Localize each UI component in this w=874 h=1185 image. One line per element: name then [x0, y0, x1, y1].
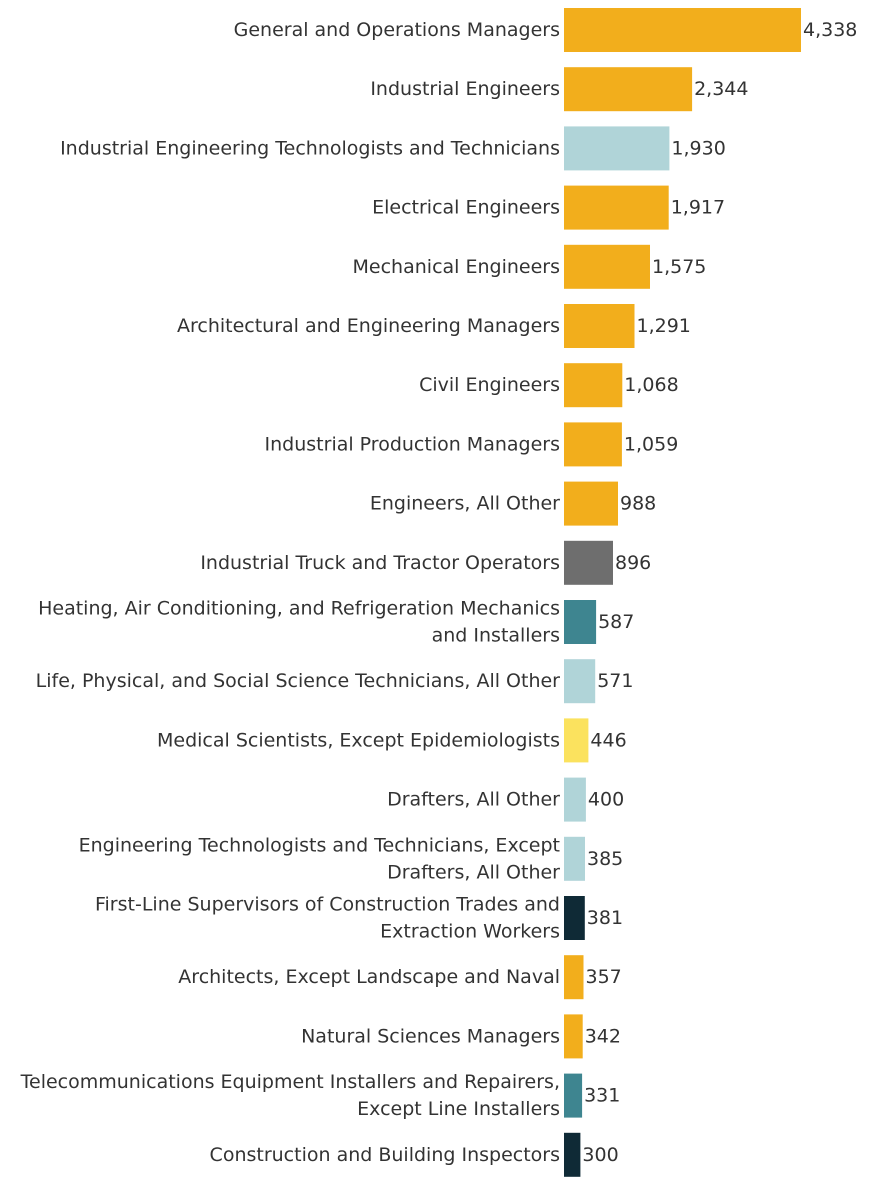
value-label: 400 — [588, 789, 624, 811]
value-label: 300 — [582, 1144, 618, 1166]
bar — [564, 1073, 583, 1118]
category-label: Heating, Air Conditioning, and Refrigera… — [38, 598, 560, 620]
value-label: 896 — [615, 552, 651, 574]
bar-row: 381 First-Line Supervisors of Constructio… — [95, 894, 623, 943]
category-label: Extraction Workers — [380, 921, 560, 943]
bar — [564, 540, 613, 585]
value-label: 381 — [587, 907, 623, 929]
value-label: 446 — [590, 729, 626, 751]
category-label: Civil Engineers — [419, 374, 560, 396]
category-label: Drafters, All Other — [387, 861, 560, 883]
value-label: 1,930 — [671, 137, 725, 159]
bar-row: 571 Life, Physical, and Social Science Te… — [36, 659, 633, 704]
value-label: 571 — [597, 670, 633, 692]
bar-row: 342 Natural Sciences Managers — [301, 1014, 621, 1059]
bar — [564, 422, 622, 467]
value-label: 1,291 — [637, 315, 691, 337]
bar-row: 1,291 Architectural and Engineering Manag… — [177, 304, 691, 348]
value-label: 1,059 — [624, 433, 678, 455]
value-label: 1,068 — [624, 374, 678, 396]
bar — [564, 659, 596, 704]
bar — [564, 896, 585, 940]
bar — [564, 777, 586, 822]
category-label: General and Operations Managers — [234, 19, 560, 41]
value-label: 342 — [585, 1025, 621, 1047]
value-label: 1,917 — [671, 197, 725, 219]
bar-row: 300 Construction and Building Inspectors — [210, 1132, 619, 1177]
category-label: Construction and Building Inspectors — [210, 1144, 560, 1166]
bar-row: 1,068 Civil Engineers — [419, 363, 679, 408]
bar — [564, 304, 635, 348]
bar-row: 988 Engineers, All Other — [370, 481, 656, 526]
value-label: 988 — [620, 493, 656, 515]
bar — [564, 1014, 583, 1059]
category-label: Architectural and Engineering Managers — [177, 315, 560, 337]
category-label: Industrial Truck and Tractor Operators — [200, 552, 560, 574]
category-label: Industrial Engineers — [370, 78, 560, 100]
value-label: 587 — [598, 611, 634, 633]
value-label: 1,575 — [652, 256, 706, 278]
bar-row: 2,344 Industrial Engineers — [370, 67, 749, 112]
bar — [564, 481, 618, 526]
value-label: 331 — [584, 1085, 620, 1107]
value-label: 2,344 — [694, 78, 748, 100]
category-label: Except Line Installers — [357, 1098, 560, 1120]
category-label: Industrial Production Managers — [265, 433, 560, 455]
bar-row: 1,059 Industrial Production Managers — [265, 422, 678, 467]
bar — [564, 244, 650, 289]
category-label: Industrial Engineering Technologists and… — [60, 137, 560, 159]
bar — [564, 600, 597, 644]
bar-row: 1,575 Mechanical Engineers — [353, 244, 706, 289]
bar — [564, 836, 585, 881]
bar — [564, 126, 670, 171]
bar — [564, 8, 801, 52]
category-label: Electrical Engineers — [372, 197, 560, 219]
bar — [564, 67, 693, 112]
value-label: 385 — [587, 848, 623, 870]
bar-row: 446 Medical Scientists, Except Epidemiolo… — [157, 718, 627, 763]
category-label: Natural Sciences Managers — [301, 1025, 560, 1047]
category-label: Mechanical Engineers — [353, 256, 560, 278]
bar-row: 1,917 Electrical Engineers — [372, 185, 725, 230]
category-label: Engineering Technologists and Technician… — [79, 834, 560, 856]
bar — [564, 185, 669, 230]
category-label: Drafters, All Other — [387, 789, 560, 811]
bar-row: 331 Telecommunications Equipment Installe… — [20, 1071, 621, 1120]
bar — [564, 718, 589, 763]
value-label: 357 — [586, 966, 622, 988]
bar-row: 896 Industrial Truck and Tractor Operator… — [200, 540, 651, 585]
category-label: Medical Scientists, Except Epidemiologis… — [157, 729, 560, 751]
category-label: Telecommunications Equipment Installers … — [20, 1071, 560, 1093]
category-label: Architects, Except Landscape and Naval — [178, 966, 560, 988]
category-label: Life, Physical, and Social Science Techn… — [36, 670, 561, 692]
bar-row: 587 Heating, Air Conditioning, and Refrig… — [38, 598, 634, 647]
bar-row: 1,930 Industrial Engineering Technologist… — [60, 126, 726, 171]
category-label: and Installers — [432, 625, 560, 647]
bar — [564, 1132, 581, 1177]
bar-row: 400 Drafters, All Other — [387, 777, 624, 822]
value-label: 4,338 — [803, 19, 857, 41]
bar-row: 357 Architects, Except Landscape and Nava… — [178, 955, 622, 1000]
category-label: First-Line Supervisors of Construction T… — [95, 894, 560, 916]
bar — [564, 955, 584, 1000]
bar-row: 4,338 General and Operations Managers — [234, 8, 857, 52]
bar — [564, 363, 623, 408]
bar-row: 385 Engineering Technologists and Technic… — [79, 834, 624, 883]
category-label: Engineers, All Other — [370, 493, 560, 515]
